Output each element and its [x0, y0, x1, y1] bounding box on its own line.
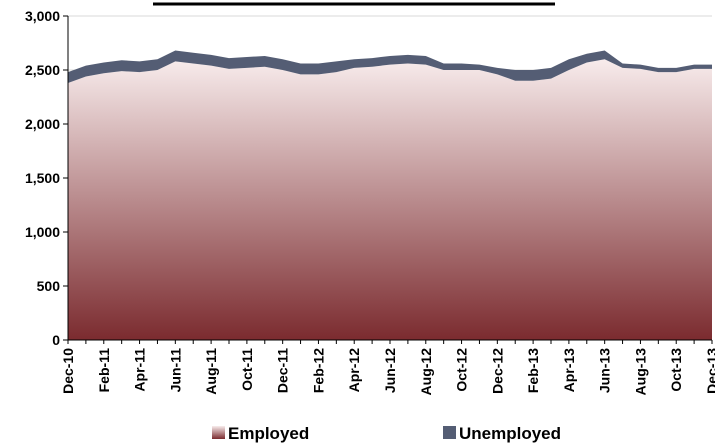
x-tick-label: Oct-11 [239, 348, 255, 391]
x-tick-label: Aug-11 [203, 348, 219, 395]
x-tick-label: Jun-11 [167, 348, 183, 393]
x-tick-label: Feb-13 [525, 348, 541, 393]
legend-swatch-employed [212, 426, 225, 439]
x-tick-label: Oct-12 [454, 348, 470, 392]
area-employed [68, 59, 712, 340]
x-tick-label: Dec-10 [60, 348, 76, 394]
x-tick-label: Dec-13 [704, 348, 715, 394]
legend-item-employed: Employed [212, 424, 309, 443]
areas [68, 50, 712, 340]
legend: Employed Unemployed [212, 424, 561, 443]
y-tick-label: 500 [37, 278, 61, 294]
x-tick-label: Feb-12 [310, 348, 326, 393]
x-tick-label: Feb-11 [96, 348, 112, 393]
x-tick-label: Apr-11 [132, 348, 148, 392]
y-tick-label: 1,000 [25, 224, 60, 240]
legend-label-employed: Employed [228, 424, 309, 443]
legend-swatch-unemployed [443, 426, 456, 439]
legend-item-unemployed: Unemployed [443, 424, 561, 443]
x-tick-label: Aug-12 [418, 348, 434, 396]
y-tick-label: 2,000 [25, 116, 60, 132]
y-tick-label: 3,000 [25, 8, 60, 24]
y-tick-label: 0 [52, 332, 60, 348]
y-tick-label: 1,500 [25, 170, 60, 186]
y-tick-label: 2,500 [25, 62, 60, 78]
y-tick-labels: 0 500 1,000 1,500 2,000 2,500 3,000 [25, 8, 60, 348]
x-tick-label: Dec-12 [489, 348, 505, 394]
x-tick-label: Jun-13 [597, 348, 613, 393]
axes [63, 15, 713, 344]
area-unemployed [68, 50, 712, 83]
x-tick-label: Aug-13 [632, 348, 648, 396]
x-tick-labels: Dec-10 Feb-11 Apr-11 Jun-11 Aug-11 Oct-11 Dec-… [60, 348, 715, 396]
legend-label-unemployed: Unemployed [459, 424, 561, 443]
x-tick-label: Oct-13 [668, 348, 684, 392]
x-tick-label: Apr-12 [346, 348, 362, 393]
x-tick-label: Jun-12 [382, 348, 398, 393]
x-tick-label: Dec-11 [275, 348, 291, 393]
x-tick-label: Apr-13 [561, 348, 577, 393]
